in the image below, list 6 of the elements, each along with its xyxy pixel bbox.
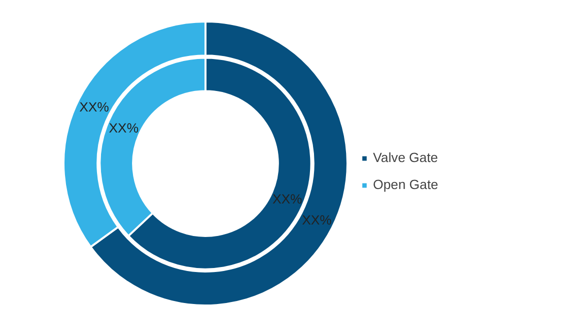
- data-label: XX%: [79, 99, 110, 114]
- legend-label: Open Gate: [373, 177, 438, 192]
- data-label: XX%: [272, 191, 302, 206]
- data-label: XX%: [302, 212, 332, 228]
- data-label: XX%: [108, 120, 139, 136]
- legend-label: Valve Gate: [373, 150, 438, 165]
